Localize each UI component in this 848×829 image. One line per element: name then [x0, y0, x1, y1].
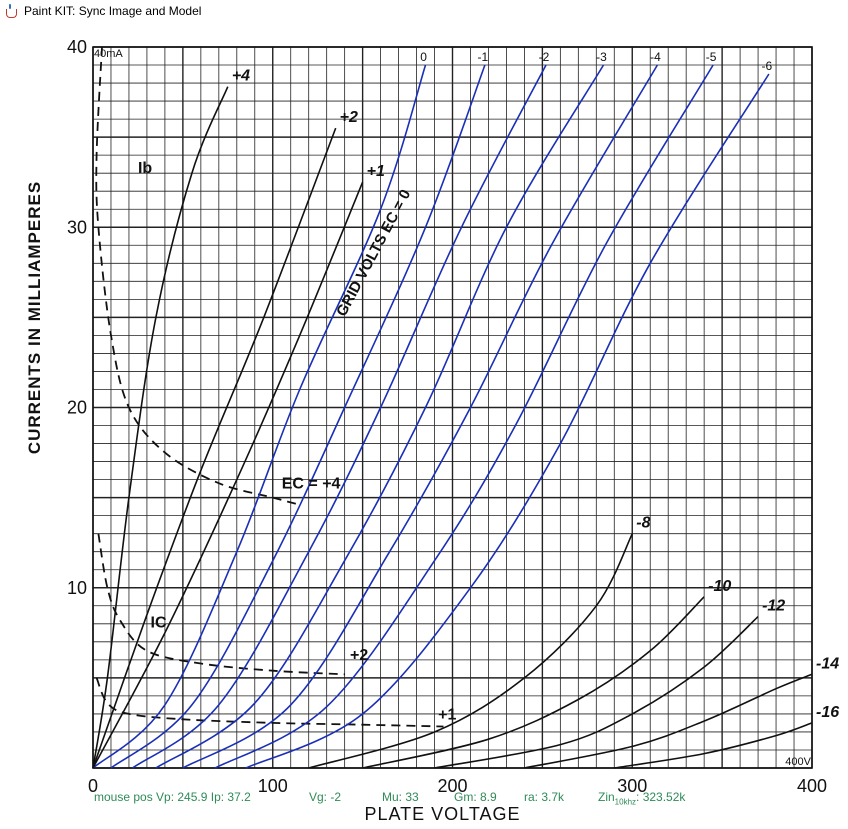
curve-label--8: -8 — [636, 515, 650, 532]
plate-curve--5 — [214, 64, 714, 769]
plate-curve--10 — [362, 596, 705, 769]
dashed-curve — [95, 677, 444, 728]
corner-label-voltage: 400V — [785, 756, 811, 768]
x-tick-label: 300 — [617, 776, 647, 796]
curve-label--16: -16 — [816, 704, 839, 721]
window-title: Paint KIT: Sync Image and Model — [24, 4, 202, 18]
plate-curve--8 — [308, 533, 634, 769]
plate-curve-+4 — [92, 86, 229, 769]
curve-label--4: -4 — [650, 50, 661, 64]
java-cup-icon — [4, 4, 18, 18]
ra-readout: ra: 3.7k — [524, 790, 565, 804]
y-tick-label: 40 — [67, 37, 87, 57]
x-axis-label: PLATE VOLTAGE — [364, 804, 520, 824]
curve-label-+4: +4 — [232, 68, 250, 85]
plate-curve-+1 — [92, 181, 364, 769]
x-tick-label: 200 — [437, 776, 467, 796]
dashed-curve — [95, 46, 300, 506]
x-tick-label: 0 — [88, 776, 98, 796]
zin-prefix: Zin — [598, 790, 615, 804]
plate-curve--14 — [524, 673, 813, 769]
y-tick-label: 20 — [67, 398, 87, 418]
plot-frame — [92, 46, 813, 769]
y-tick-label: 30 — [67, 217, 87, 237]
zin-subscript: 10khz — [614, 797, 637, 807]
chart-axes — [92, 46, 813, 769]
plate-curve--16 — [614, 722, 813, 769]
zin-value: : 323.52k — [636, 790, 686, 804]
plate-curve--6 — [245, 73, 770, 769]
curve-label--6: -6 — [762, 59, 773, 73]
plate-curve--3 — [155, 64, 605, 769]
x-tick-label: 100 — [258, 776, 288, 796]
chart-annotation: IC — [151, 614, 167, 631]
curve-label-+2: +2 — [340, 109, 358, 126]
title-bar: Paint KIT: Sync Image and Model — [0, 0, 848, 22]
mu-readout: Mu: 33 — [382, 790, 419, 804]
dashed-curves — [95, 46, 444, 728]
corner-label-current: 40mA — [94, 48, 123, 60]
plate-curve-0 — [92, 64, 427, 769]
plate-curve--4 — [182, 64, 659, 769]
y-tick-label: 10 — [67, 578, 87, 598]
curve-label--10: -10 — [708, 578, 731, 595]
gm-readout: Gm: 8.9 — [454, 790, 497, 804]
curve-label--3: -3 — [596, 50, 607, 64]
mouse-position-readout: mouse pos Vp: 245.9 Ip: 37.2 — [94, 790, 251, 804]
grid-voltage-readout: Vg: -2 — [309, 790, 342, 804]
chart-annotation: EC = +4 — [282, 476, 341, 493]
plate-curve-+2 — [92, 127, 337, 769]
curve-label--12: -12 — [762, 598, 785, 615]
curve-label--2: -2 — [539, 50, 550, 64]
dashed-curve — [97, 533, 345, 676]
y-axis-label: CURRENTS IN MILLIAMPERES — [25, 181, 44, 454]
x-tick-label: 400 — [797, 776, 827, 796]
zin-readout: Zin10khz: 323.52k — [598, 790, 685, 806]
curve-label--5: -5 — [706, 50, 717, 64]
curve-label--14: -14 — [816, 655, 839, 672]
plate-curve--12 — [434, 616, 759, 769]
plate-curves — [92, 64, 813, 769]
curve-label-0: 0 — [420, 50, 427, 64]
curve-label-+1: +1 — [367, 163, 385, 180]
plate-curve--2 — [132, 64, 547, 769]
chart-annotation: +1 — [438, 706, 456, 723]
chart-annotation: Ib — [138, 160, 152, 177]
plate-curve--1 — [110, 64, 486, 769]
chart-annotation: +2 — [350, 647, 368, 664]
curve-label--1: -1 — [478, 50, 489, 64]
